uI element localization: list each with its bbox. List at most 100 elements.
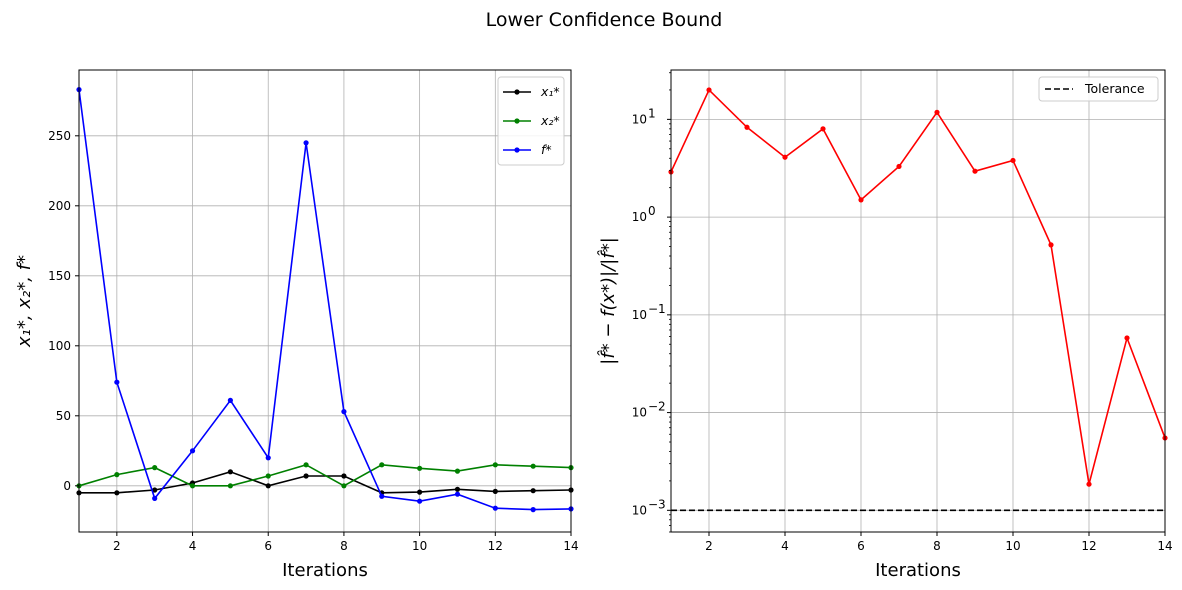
axes-frame-left [78, 69, 572, 533]
x-tick-label: 2 [705, 539, 713, 553]
legend-label-tolerance: Tolerance [1084, 81, 1145, 96]
x-tick-label: 10 [412, 539, 427, 553]
data-point [265, 483, 271, 489]
grid-left [79, 70, 572, 532]
data-point [114, 379, 120, 385]
legend-entries-left: x₁* x₂* f* [503, 84, 560, 157]
data-point [417, 489, 423, 495]
data-point [417, 465, 423, 471]
data-point [1086, 481, 1092, 487]
data-point [227, 483, 233, 489]
data-point [820, 126, 826, 132]
x-axis-label-left: Iterations [282, 560, 368, 581]
x-tick-label: 6 [857, 539, 865, 553]
plot-area-right [671, 70, 1165, 532]
data-point [896, 163, 902, 170]
series-right [668, 87, 1168, 512]
data-point [152, 495, 158, 501]
data-point [1124, 335, 1130, 341]
data-point [744, 124, 750, 130]
data-point [530, 463, 536, 469]
y-axis-label-left: x₁*, x₂*, f* [14, 255, 35, 348]
chart-left: 2 4 6 8 10 12 14 0 50 100 150 200 250 Iterations x₁… [14, 69, 579, 581]
y-tick-exponent: −3 [648, 497, 666, 511]
x-tick-label: 14 [1157, 539, 1172, 553]
legend-label: x₂* [540, 113, 560, 128]
y-ticks-left: 0 50 100 150 200 250 [48, 129, 79, 493]
data-point [379, 462, 385, 468]
data-point [227, 397, 233, 403]
y-tick-label: 0 [63, 479, 71, 493]
x-tick-label: 2 [113, 539, 121, 553]
series-line-error [670, 88, 1166, 485]
data-point [303, 140, 309, 146]
y-tick-label: 50 [56, 409, 71, 423]
y-tick-label: 10 [632, 210, 647, 224]
data-point [265, 473, 271, 479]
data-point [492, 505, 498, 511]
x-tick-label: 4 [189, 539, 197, 553]
x-tick-label: 14 [563, 539, 578, 553]
data-point [189, 483, 196, 489]
legend-label: x₁* [540, 84, 560, 99]
x-ticks-right: 2 4 6 8 10 12 14 [705, 532, 1173, 553]
x-tick-label: 10 [1005, 539, 1020, 553]
x-tick-label: 12 [1081, 539, 1096, 553]
data-point [114, 490, 120, 496]
series-line-x1 [78, 463, 572, 487]
x-ticks-left: 2 4 6 8 10 12 14 [113, 532, 579, 553]
data-point [858, 197, 864, 203]
y-tick-label: 150 [48, 269, 71, 283]
data-point [1048, 242, 1054, 248]
data-point [454, 486, 461, 492]
y-axis-label-right: |f̂* − f(x*)|/|f̂*| [598, 237, 619, 365]
data-point [454, 491, 461, 497]
y-tick-exponent: −2 [648, 400, 666, 414]
data-point [189, 448, 196, 454]
data-point [1010, 157, 1016, 164]
data-point [265, 455, 271, 461]
data-point [454, 468, 461, 474]
legend-right: Tolerance [1038, 76, 1159, 102]
data-point [152, 465, 158, 471]
data-point [379, 493, 385, 499]
x-tick-label: 8 [340, 539, 348, 553]
data-point [782, 154, 788, 160]
y-tick-label: 100 [48, 339, 71, 353]
x-axis-label-right: Iterations [875, 560, 961, 581]
plot-area-left [79, 70, 571, 532]
data-point [341, 473, 347, 479]
x-tick-label: 6 [264, 539, 272, 553]
data-point [227, 469, 233, 475]
x-tick-label: 12 [488, 539, 503, 553]
y-tick-label: 10 [632, 112, 647, 126]
data-point [303, 462, 309, 468]
series-line-x2 [78, 89, 572, 511]
data-point [303, 473, 309, 479]
data-point [492, 462, 498, 468]
data-point [972, 168, 978, 174]
data-point [341, 409, 347, 415]
legend-swatch-marker [514, 147, 520, 153]
y-tick-label: 10 [632, 503, 647, 517]
y-tick-label: 200 [48, 199, 71, 213]
x-tick-label: 4 [781, 539, 789, 553]
legend-swatch-marker [514, 89, 520, 95]
y-tick-exponent: −1 [648, 302, 666, 316]
series-left [76, 87, 574, 513]
axes-frame-right [670, 69, 1166, 533]
y-tick-label: 10 [632, 406, 647, 420]
y-tick-exponent: 1 [648, 106, 656, 120]
legend-label: f* [541, 142, 552, 157]
data-point [341, 483, 347, 489]
y-tick-exponent: 0 [648, 204, 656, 218]
x-tick-label: 8 [933, 539, 941, 553]
figure-title: Lower Confidence Bound [486, 9, 723, 31]
legend-swatch-marker [514, 118, 520, 124]
grid-right [671, 70, 1166, 532]
y-tick-label: 250 [48, 129, 71, 143]
legend-left: x₁* x₂* f* [497, 76, 565, 166]
